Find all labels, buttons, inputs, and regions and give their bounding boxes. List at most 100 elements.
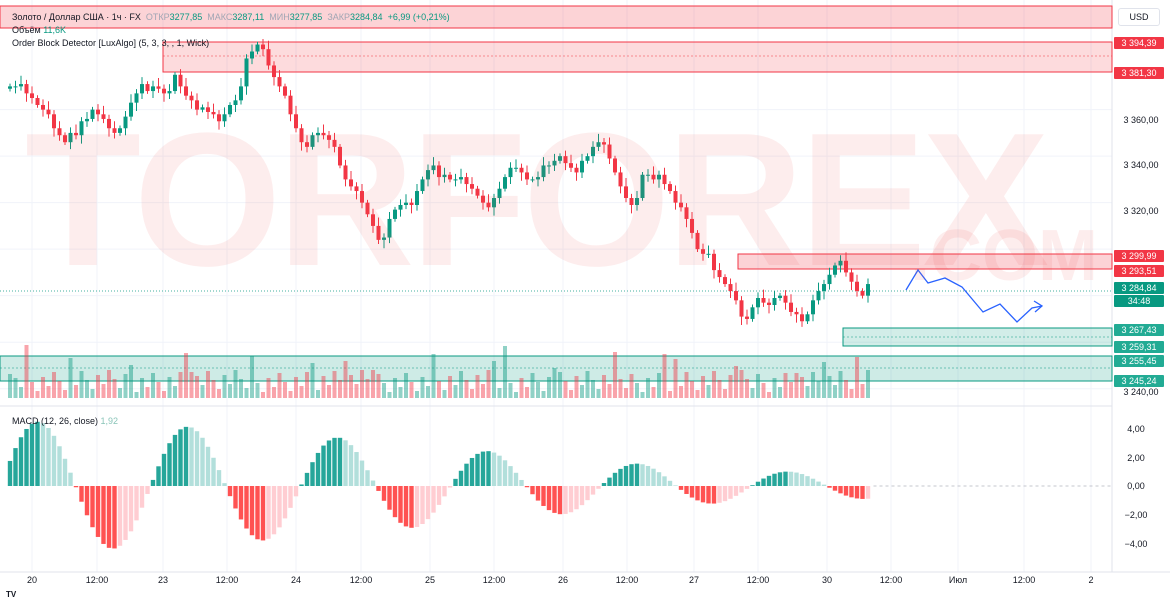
bear-order-block-recent [737, 253, 1113, 270]
volume-legend[interactable]: Объём 11,6K [12, 25, 66, 35]
volume-bar [618, 379, 623, 398]
macd-legend[interactable]: MACD (12, 26, close) 1,92 [12, 416, 118, 426]
macd-histogram-bar [634, 463, 640, 486]
volume-bar [167, 377, 172, 398]
candle-body [827, 274, 832, 285]
high-label: МАКС [207, 12, 233, 22]
macd-tick-label: 0,00 [1127, 481, 1145, 491]
volume-bar [508, 383, 513, 398]
volume-bar [525, 387, 529, 398]
candle-body [393, 209, 397, 219]
macd-histogram-bar [403, 486, 409, 527]
candle-body [640, 174, 645, 199]
candle-body [442, 174, 447, 178]
symbol-legend: Золото / Доллар США · 1ч · FX ОТКР 3277,8… [12, 12, 450, 22]
time-tick-label: 27 [689, 575, 699, 585]
candle-body [13, 86, 18, 88]
volume-bar [365, 379, 370, 398]
time-tick-label: 24 [291, 575, 301, 585]
candle-body [756, 298, 760, 308]
macd-histogram-bar [541, 486, 546, 506]
open-label: ОТКР [145, 12, 170, 22]
candle-body [173, 74, 177, 92]
macd-histogram-bar [860, 486, 865, 499]
symbol-name[interactable]: Золото / Доллар США · 1ч · FX [12, 12, 141, 22]
macd-histogram-bar [370, 480, 376, 486]
candle-body [706, 253, 711, 255]
candle-body [233, 100, 238, 105]
currency-button[interactable]: USD [1118, 8, 1160, 26]
price-level-label: 3 267,43 [1114, 324, 1164, 336]
candle-body [244, 58, 249, 87]
volume-bar [13, 378, 18, 398]
candle-body [195, 100, 199, 110]
macd-histogram-bar [563, 486, 568, 514]
candle-body [299, 128, 304, 143]
volume-bar [420, 377, 425, 398]
candle-body [316, 132, 320, 136]
macd-histogram-bar [623, 465, 629, 486]
time-tick-label: 2 [1088, 575, 1093, 585]
candle-body [530, 179, 535, 181]
macd-histogram-bar [508, 466, 513, 486]
candle-body [189, 95, 194, 101]
volume-bar [68, 358, 73, 398]
volume-bar [316, 390, 320, 398]
macd-tick-label: 2,00 [1127, 453, 1145, 463]
candle-body [74, 132, 78, 136]
candle-body [646, 174, 650, 176]
volume-bar [739, 370, 744, 398]
volume-bar [805, 386, 810, 398]
volume-bar [343, 361, 348, 398]
macd-name: MACD (12, 26, close) [12, 416, 99, 426]
bear-order-block-top [0, 5, 1113, 29]
volume-bar [195, 376, 199, 398]
candle-body [503, 177, 507, 189]
volume-bar [624, 388, 628, 398]
tradingview-logo[interactable]: TV [6, 590, 17, 599]
macd-histogram-bar [139, 486, 145, 508]
volume-bar [541, 391, 546, 398]
candle-body [288, 95, 293, 115]
candle-body [745, 316, 749, 319]
volume-bar [849, 389, 854, 398]
volume-bar [530, 373, 535, 398]
volume-bar [635, 383, 639, 398]
volume-bar [222, 375, 227, 398]
volume-bar [668, 391, 672, 398]
macd-histogram-bar [601, 483, 607, 486]
macd-histogram-bar [535, 486, 541, 501]
volume-bar [712, 371, 716, 398]
macd-histogram-bar [249, 486, 255, 536]
low-value: 3277,85 [289, 12, 323, 22]
volume-bar [250, 356, 254, 398]
macd-histogram-bar [772, 473, 777, 486]
volume-bar [728, 375, 733, 398]
time-tick-label: 12:00 [483, 575, 506, 585]
candle-body [283, 86, 287, 96]
candle-body [679, 202, 683, 208]
volume-bar [112, 379, 117, 398]
macd-histogram-bar [717, 486, 722, 503]
candle-body [200, 107, 205, 110]
candle-body [68, 132, 73, 143]
macd-histogram-bar [865, 486, 871, 499]
price-level-label: 3 299,99 [1114, 250, 1164, 262]
indicator-legend[interactable]: Order Block Detector [LuxAlgo] (5, 3, 3,… [12, 38, 209, 48]
price-level-label: 3 284,84 [1114, 282, 1164, 294]
candle-body [107, 118, 111, 129]
candle-body [228, 104, 232, 115]
macd-histogram-bar [739, 486, 744, 493]
candle-body [41, 104, 45, 110]
volume-bar [404, 373, 408, 398]
volume-bar [35, 391, 40, 398]
macd-histogram-bar [178, 429, 183, 486]
macd-histogram-bar [552, 486, 557, 513]
volume-bar [453, 385, 458, 398]
volume-bar [772, 378, 777, 398]
volume-bar [189, 372, 194, 398]
macd-histogram-bar [464, 463, 469, 486]
volume-bar [662, 354, 667, 398]
candle-body [162, 88, 166, 94]
